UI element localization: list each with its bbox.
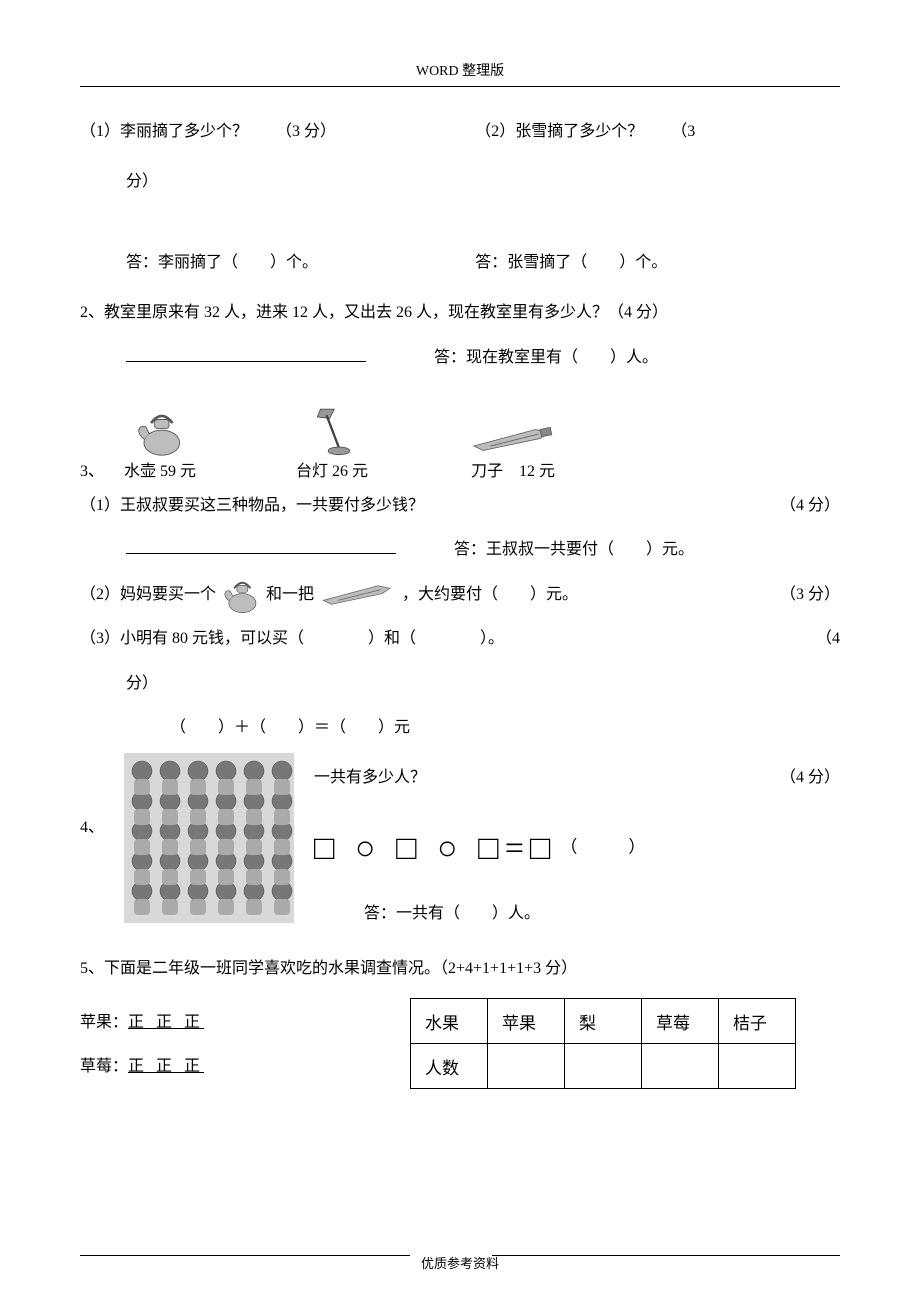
table-cell: 草莓	[642, 999, 719, 1044]
page-header: WORD 整理版	[80, 60, 840, 80]
q1-sub1-prompt: （1）李丽摘了多少个？	[80, 123, 248, 140]
table-row: 水果 苹果 梨 草莓 桔子	[411, 999, 796, 1044]
table-cell[interactable]	[642, 1044, 719, 1089]
q3-sub3-eq: （ ）＋（ ）＝（ ）元	[80, 709, 840, 747]
q1-sub2-answer: 答：张雪摘了（ ）个。	[475, 244, 840, 282]
q4-equation-shapes: □ ○ □ ○ □=□	[314, 808, 556, 890]
table-cell: 水果	[411, 999, 488, 1044]
table-cell[interactable]	[565, 1044, 642, 1089]
q3-item-knife-label: 刀子 12 元	[468, 457, 558, 481]
q3-item-lamp-label: 台灯 26 元	[296, 457, 368, 481]
q3-sub2-points: （3 分）	[780, 576, 840, 614]
q4-points: （4 分）	[780, 759, 840, 797]
table-cell: 梨	[565, 999, 642, 1044]
table-cell: 桔子	[719, 999, 796, 1044]
q3-sub2-prefix: （2）妈妈要买一个	[80, 586, 216, 603]
q5-apple-label: 苹果：	[80, 1014, 128, 1031]
q5: 5、下面是二年级一班同学喜欢吃的水果调查情况。（2+4+1+1+1+3 分）	[80, 950, 840, 988]
q2-work-line[interactable]	[126, 345, 366, 362]
q1-row: （1）李丽摘了多少个？ （3 分） （2）张雪摘了多少个？ （3	[80, 107, 840, 157]
kettle-icon	[220, 576, 262, 614]
q3-item-knife: 刀子 12 元	[468, 423, 558, 481]
table-cell[interactable]	[719, 1044, 796, 1089]
table-row: 人数	[411, 1044, 796, 1089]
page-footer: 优质参考资料	[0, 1253, 920, 1272]
knife-icon	[318, 581, 398, 609]
q1-sub1-points: （3 分）	[284, 123, 336, 140]
q1-sub2-points: （3	[679, 123, 695, 140]
q2-answer: 答：现在教室里有（ ）人。	[434, 349, 658, 366]
q5-table: 水果 苹果 梨 草莓 桔子 人数	[410, 998, 796, 1089]
q3-item-lamp: 台灯 26 元	[296, 403, 368, 481]
q3-work-line[interactable]	[126, 537, 396, 554]
q3-sub1-answer: 答：王叔叔一共要付（ ）元。	[454, 541, 694, 558]
table-cell: 苹果	[488, 999, 565, 1044]
table-cell: 人数	[411, 1044, 488, 1089]
q4-answer: 答：一共有（ ）人。	[314, 895, 840, 933]
q1-sub1-answer: 答：李丽摘了（ ）个。	[80, 244, 445, 282]
q3-sub1-points: （4 分）	[780, 487, 840, 525]
q4-prompt: 一共有多少人？	[314, 769, 426, 786]
q5-apple-tally: 正 正 正	[128, 1014, 204, 1031]
header-rule	[80, 86, 840, 87]
q3-sub3-text: （3）小明有 80 元钱，可以买（ ）和（ ）。	[80, 630, 504, 647]
q5-prompt: 、下面是二年级一班同学喜欢吃的水果调查情况。（2+4+1+1+1+3 分）	[88, 960, 577, 977]
q3-header: 3、 水壶 59 元 台灯 26 元	[80, 383, 840, 481]
q2-prompt: 、教室里原来有 32 人，进来 12 人，又出去 26 人，现在教室里有多少人？…	[88, 304, 668, 321]
q3-sub2: （2）妈妈要买一个 和一把 ，大约要付（ ）元。 （3 分）	[80, 576, 840, 614]
q3-item-kettle: 水壶 59 元	[124, 407, 196, 481]
q1-sub2-prompt: （2）张雪摘了多少个？	[475, 123, 643, 140]
table-cell[interactable]	[488, 1044, 565, 1089]
q4: 4、 一共有多少人？ （4 分）	[80, 753, 840, 939]
knife-icon	[468, 423, 558, 457]
q2: 2、教室里原来有 32 人，进来 12 人，又出去 26 人，现在教室里有多少人…	[80, 294, 840, 332]
lamp-icon	[312, 403, 352, 457]
q3-sub3-points: （4	[816, 620, 840, 658]
q3-item-kettle-label: 水壶 59 元	[124, 457, 196, 481]
q4-eq-tail: （ ）	[560, 837, 645, 856]
crowd-icon	[124, 753, 294, 923]
q3-sub2-tail: ，大约要付（ ）元。	[402, 586, 578, 603]
q5-straw-tally: 正 正 正	[128, 1058, 204, 1075]
q5-straw-label: 草莓：	[80, 1058, 128, 1075]
q3-sub3-points-tail: 分）	[80, 665, 840, 703]
kettle-icon	[133, 407, 187, 457]
q3-sub1-prompt: （1）王叔叔要买这三种物品，一共要付多少钱？	[80, 497, 424, 514]
q3-sub2-mid: 和一把	[266, 586, 314, 603]
q1-sub2-points-tail: 分）	[80, 163, 840, 201]
